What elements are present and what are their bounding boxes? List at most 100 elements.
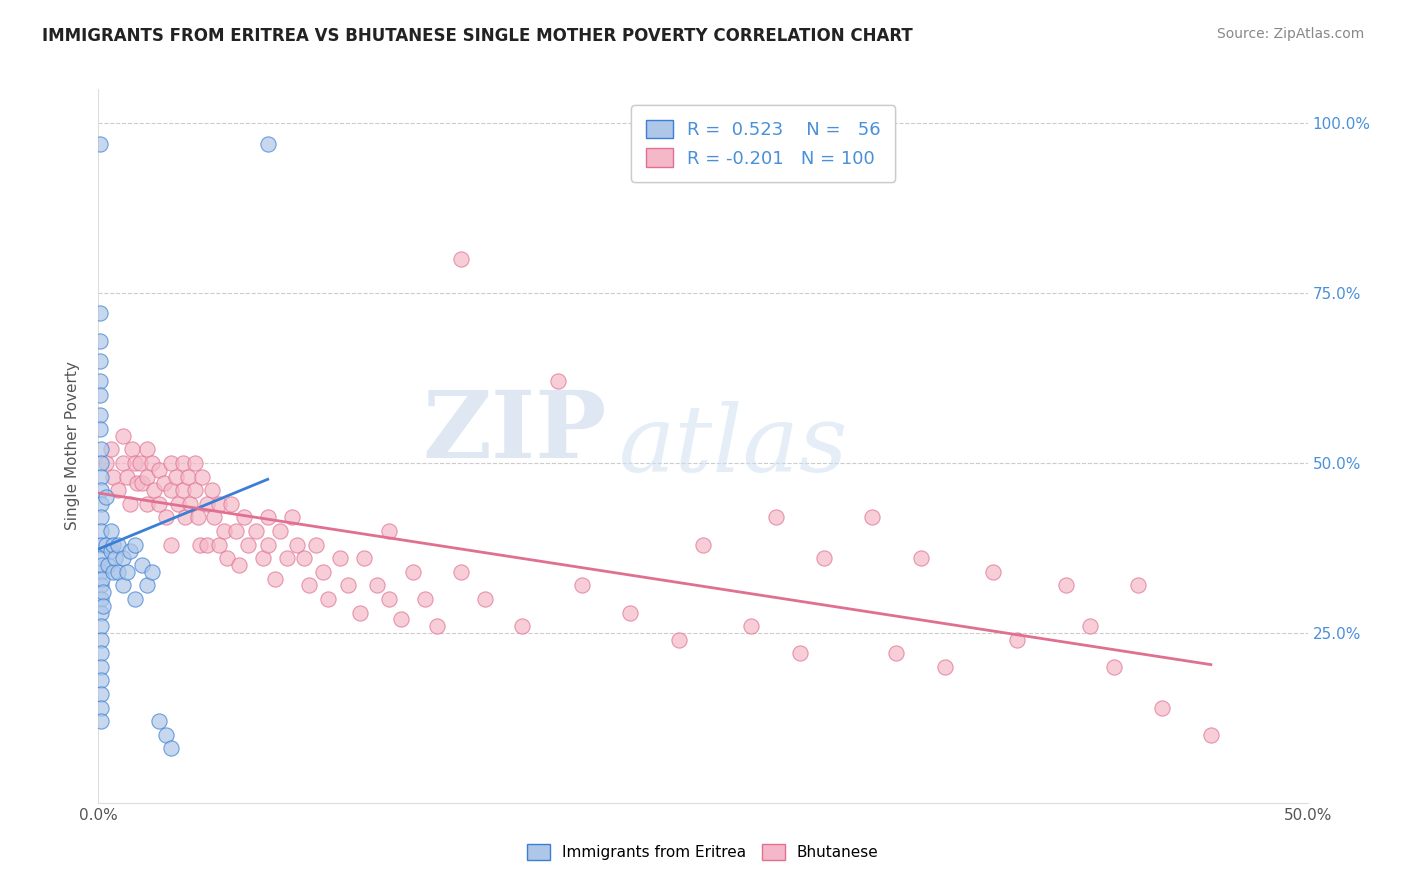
Point xyxy=(91,558,114,572)
Point xyxy=(402,565,425,579)
Point xyxy=(94,537,117,551)
Point xyxy=(789,646,811,660)
Point xyxy=(316,591,339,606)
Point xyxy=(619,606,641,620)
Point xyxy=(94,456,117,470)
Point xyxy=(312,565,335,579)
Point xyxy=(148,714,170,729)
Point xyxy=(238,537,260,551)
Point xyxy=(329,551,352,566)
Point xyxy=(90,687,112,701)
Point xyxy=(90,565,112,579)
Point xyxy=(100,524,122,538)
Point xyxy=(97,558,120,572)
Point xyxy=(1199,728,1222,742)
Point xyxy=(305,537,328,551)
Point xyxy=(426,619,449,633)
Point xyxy=(100,442,122,457)
Point xyxy=(160,483,183,498)
Point xyxy=(692,537,714,551)
Point xyxy=(117,469,139,483)
Point xyxy=(813,551,835,566)
Point xyxy=(187,510,209,524)
Point xyxy=(208,497,231,511)
Text: IMMIGRANTS FROM ERITREA VS BHUTANESE SINGLE MOTHER POVERTY CORRELATION CHART: IMMIGRANTS FROM ERITREA VS BHUTANESE SIN… xyxy=(42,27,912,45)
Point xyxy=(101,565,124,579)
Point xyxy=(450,252,472,266)
Legend: Immigrants from Eritrea, Bhutanese: Immigrants from Eritrea, Bhutanese xyxy=(522,838,884,866)
Point xyxy=(160,741,183,756)
Point xyxy=(1128,578,1150,592)
Point xyxy=(135,578,157,592)
Point xyxy=(90,510,112,524)
Legend: R =  0.523    N =   56, R = -0.201   N = 100: R = 0.523 N = 56, R = -0.201 N = 100 xyxy=(631,105,896,182)
Point xyxy=(107,483,129,498)
Point xyxy=(90,606,112,620)
Point xyxy=(89,136,111,151)
Point xyxy=(204,510,226,524)
Point xyxy=(172,483,194,498)
Point xyxy=(121,442,143,457)
Text: Source: ZipAtlas.com: Source: ZipAtlas.com xyxy=(1216,27,1364,41)
Point xyxy=(143,483,166,498)
Point xyxy=(256,136,278,151)
Point xyxy=(934,660,956,674)
Point xyxy=(281,510,304,524)
Point xyxy=(195,497,218,511)
Point xyxy=(1054,578,1077,592)
Point xyxy=(124,456,146,470)
Point xyxy=(1007,632,1029,647)
Point xyxy=(117,565,139,579)
Point xyxy=(118,544,141,558)
Point xyxy=(89,354,111,368)
Point xyxy=(141,456,163,470)
Point xyxy=(124,537,146,551)
Point xyxy=(160,456,183,470)
Point xyxy=(90,469,112,483)
Point xyxy=(90,578,112,592)
Point xyxy=(179,497,201,511)
Point xyxy=(264,572,287,586)
Point xyxy=(188,537,211,551)
Point xyxy=(90,551,112,566)
Point xyxy=(107,537,129,551)
Point xyxy=(172,456,194,470)
Point xyxy=(148,497,170,511)
Point xyxy=(212,524,235,538)
Point xyxy=(135,442,157,457)
Point xyxy=(167,497,190,511)
Point xyxy=(90,619,112,633)
Point xyxy=(285,537,308,551)
Point xyxy=(90,632,112,647)
Point xyxy=(221,497,243,511)
Point xyxy=(124,591,146,606)
Point xyxy=(215,551,238,566)
Point xyxy=(174,510,197,524)
Point xyxy=(101,537,124,551)
Point xyxy=(377,524,399,538)
Point xyxy=(89,422,111,436)
Point xyxy=(135,469,157,483)
Point xyxy=(90,673,112,688)
Point xyxy=(886,646,908,660)
Point xyxy=(94,490,117,504)
Point xyxy=(118,497,141,511)
Point xyxy=(981,565,1004,579)
Point xyxy=(208,537,231,551)
Point xyxy=(245,524,267,538)
Point xyxy=(89,334,111,348)
Text: atlas: atlas xyxy=(619,401,848,491)
Point xyxy=(298,578,321,592)
Point xyxy=(90,524,112,538)
Point xyxy=(127,476,149,491)
Point xyxy=(292,551,315,566)
Point xyxy=(152,476,174,491)
Point xyxy=(256,510,278,524)
Point xyxy=(90,537,112,551)
Point xyxy=(474,591,496,606)
Point xyxy=(389,612,412,626)
Point xyxy=(131,476,153,491)
Point xyxy=(353,551,375,566)
Point xyxy=(276,551,298,566)
Point xyxy=(89,388,111,402)
